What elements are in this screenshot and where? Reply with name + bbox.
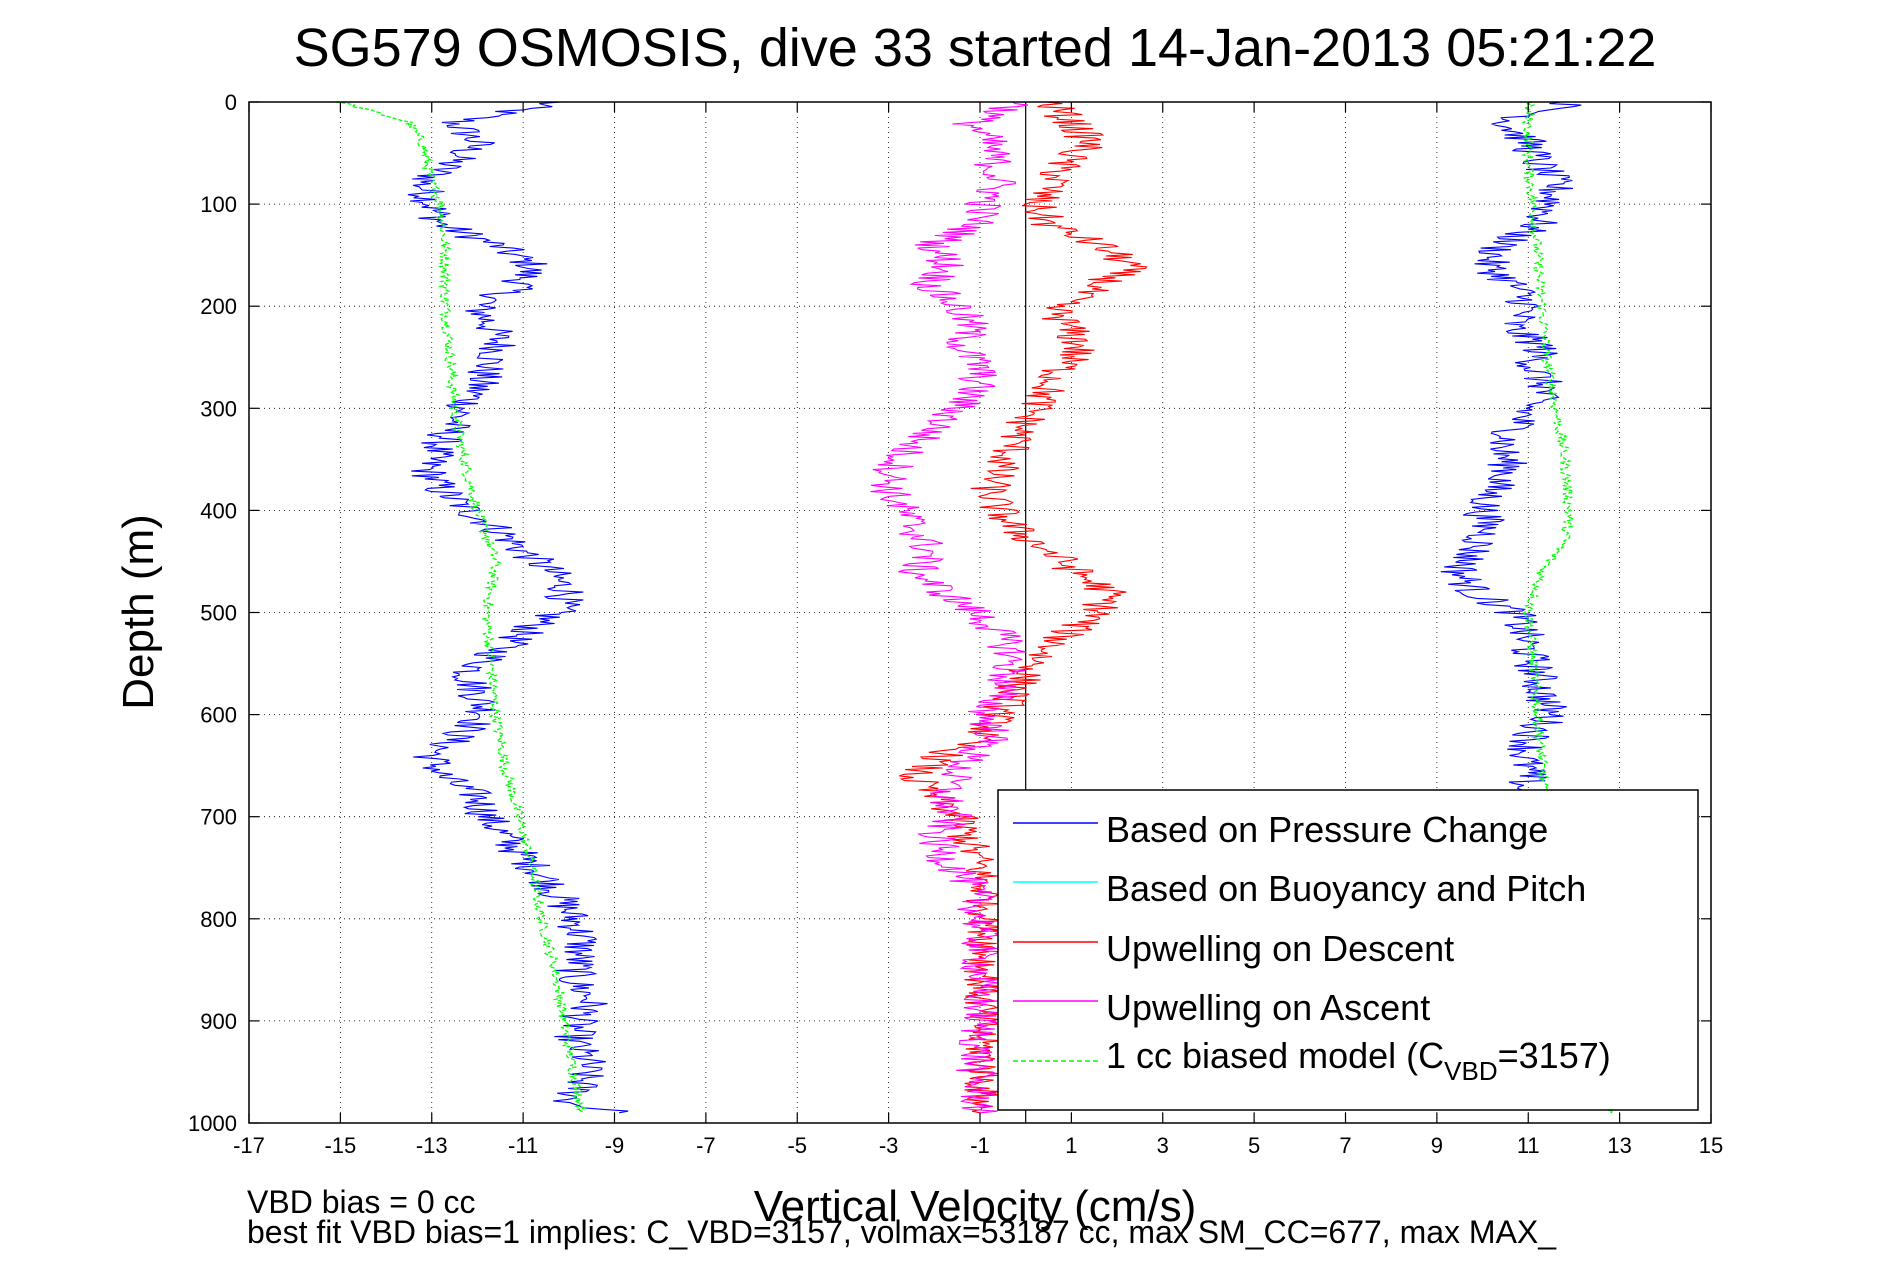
series-upwelling-descent — [899, 101, 1148, 1114]
y-tick-label: 200 — [200, 294, 237, 319]
series-descent-pressure — [407, 101, 629, 1114]
x-tick-label: -1 — [970, 1133, 990, 1158]
y-axis-label: Depth (m) — [114, 514, 163, 710]
y-tick-label: 600 — [200, 703, 237, 728]
y-tick-label: 800 — [200, 907, 237, 932]
x-tick-label: -3 — [879, 1133, 899, 1158]
x-tick-label: -7 — [696, 1133, 716, 1158]
legend-label-model: 1 cc biased model (CVBD=3157) — [1106, 1035, 1611, 1086]
legend-label-buoyancy: Based on Buoyancy and Pitch — [1106, 868, 1586, 909]
x-tick-label: 11 — [1517, 1133, 1540, 1158]
x-tick-label: 3 — [1157, 1133, 1169, 1158]
y-tick-label: 900 — [200, 1009, 237, 1034]
x-tick-label: -11 — [508, 1133, 538, 1158]
chart-title: SG579 OSMOSIS, dive 33 started 14-Jan-20… — [294, 18, 1657, 78]
y-tick-label: 500 — [200, 601, 237, 626]
x-tick-label: 15 — [1699, 1133, 1723, 1158]
annotation-vbd-bias: VBD bias = 0 cc — [247, 1184, 476, 1220]
y-tick-label: 700 — [200, 805, 237, 830]
annotation-best-fit: best fit VBD bias=1 implies: C_VBD=3157,… — [247, 1214, 1557, 1250]
y-tick-label: 100 — [200, 192, 237, 217]
x-tick-label: -9 — [605, 1133, 625, 1158]
x-tick-label: 13 — [1607, 1133, 1631, 1158]
x-tick-label: -13 — [416, 1133, 448, 1158]
x-tick-label: -5 — [787, 1133, 807, 1158]
y-tick-label: 1000 — [188, 1111, 237, 1136]
legend-label-descent: Upwelling on Descent — [1106, 928, 1454, 969]
x-tick-label: 7 — [1339, 1133, 1351, 1158]
legend-label-pressure: Based on Pressure Change — [1106, 809, 1548, 850]
series-descent-model — [335, 101, 587, 1114]
legend-label-ascent: Upwelling on Ascent — [1106, 987, 1430, 1028]
x-tick-label: -17 — [233, 1133, 265, 1158]
series-layer — [335, 101, 1615, 1114]
x-tick-label: 9 — [1431, 1133, 1443, 1158]
legend-box — [997, 789, 1699, 1111]
x-tick-label: 5 — [1248, 1133, 1260, 1158]
x-tick-label: 1 — [1065, 1133, 1077, 1158]
x-axis-label: Vertical Velocity (cm/s) — [754, 1182, 1197, 1231]
legend: Based on Pressure Change Based on Buoyan… — [997, 789, 1699, 1111]
x-axis-ticks: -17 -15 -13 -11 -9 -7 -5 -3 -1 1 3 5 7 9 11 13 15 — [233, 102, 1723, 1158]
y-tick-label: 400 — [200, 498, 237, 523]
y-axis-ticks: 0 100 200 300 400 500 600 700 800 900 1000 — [188, 90, 1711, 1136]
x-tick-label: -15 — [324, 1133, 356, 1158]
series-upwelling-ascent — [870, 101, 1029, 1114]
y-tick-label: 300 — [200, 396, 237, 421]
y-tick-label: 0 — [225, 90, 237, 115]
